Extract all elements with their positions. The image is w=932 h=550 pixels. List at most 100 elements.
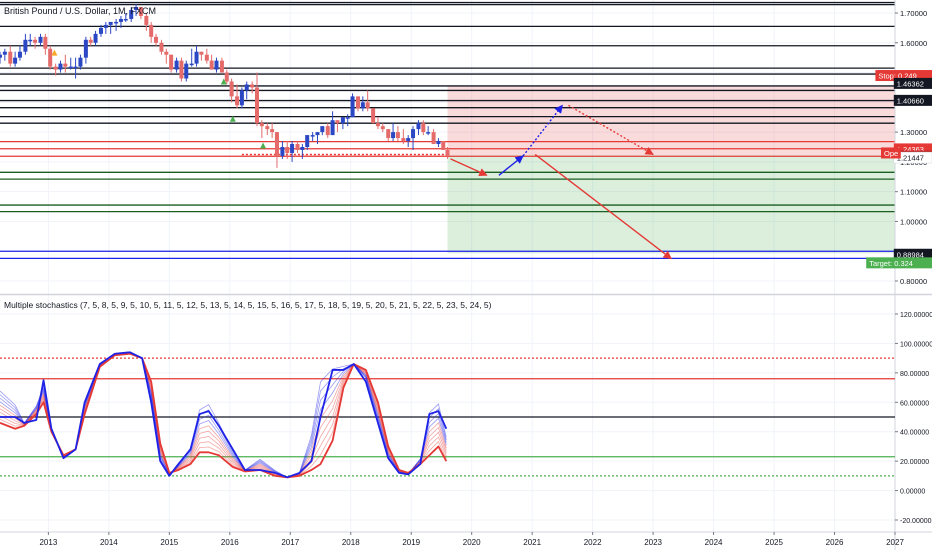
candle-body xyxy=(53,66,58,70)
candle xyxy=(214,57,219,73)
candle-body xyxy=(345,117,350,119)
time-tick-label: 2027 xyxy=(886,538,904,547)
candle-body xyxy=(48,48,53,67)
candle-body xyxy=(340,117,345,124)
candle xyxy=(114,18,119,31)
candle xyxy=(274,132,279,168)
time-tick-label: 2018 xyxy=(342,538,360,547)
candle-body xyxy=(320,126,325,133)
candle-body xyxy=(426,132,431,134)
candle xyxy=(13,51,18,67)
candle-body xyxy=(73,66,78,69)
candle-body xyxy=(108,21,113,25)
signal-marker xyxy=(51,49,58,56)
candle-body xyxy=(8,51,13,64)
indicator-tick-label: 0.00000 xyxy=(900,489,925,496)
candle xyxy=(224,69,229,85)
candle xyxy=(129,7,134,22)
candle xyxy=(83,36,88,64)
price-label-text: 1.21447 xyxy=(897,154,924,163)
candle-body xyxy=(305,135,310,147)
candle-body xyxy=(259,123,264,127)
candle xyxy=(108,21,113,34)
candle-body xyxy=(214,60,219,70)
candle xyxy=(43,33,48,55)
candle-body xyxy=(83,39,88,58)
time-tick-label: 2014 xyxy=(100,538,118,547)
candle xyxy=(280,141,285,159)
candle-body xyxy=(411,129,416,139)
price-label: Ope xyxy=(881,147,901,159)
candle-body xyxy=(441,141,446,150)
candle-body xyxy=(371,108,376,124)
candle-body xyxy=(406,138,411,142)
candle-body xyxy=(239,90,244,106)
candle xyxy=(154,33,159,46)
time-tick-label: 2020 xyxy=(463,538,481,547)
candle xyxy=(375,117,380,130)
candle xyxy=(235,84,240,109)
indicator-tick-label: 120.00000 xyxy=(900,312,932,319)
indicator-tick-label: 60.00000 xyxy=(900,400,929,407)
price-label-box xyxy=(881,147,901,159)
candle xyxy=(174,57,179,73)
projection-arrow xyxy=(450,158,488,177)
candle xyxy=(350,93,355,118)
candle-body xyxy=(219,60,224,73)
candle xyxy=(380,123,385,133)
candle-body xyxy=(375,123,380,127)
candle xyxy=(421,120,426,136)
candle xyxy=(270,123,275,139)
candle-body xyxy=(144,15,149,25)
candle xyxy=(68,57,73,70)
candle xyxy=(28,33,33,46)
candle xyxy=(179,57,184,82)
candle xyxy=(149,21,154,43)
candle-body xyxy=(129,10,134,19)
price-label-text: 0.88984 xyxy=(897,250,924,259)
candle xyxy=(445,147,450,159)
candle-body xyxy=(98,27,103,34)
candle xyxy=(255,72,260,127)
candle-body xyxy=(310,135,315,137)
target-zone xyxy=(447,155,895,254)
price-label: 0.88984 xyxy=(893,248,932,260)
price-label: Stop: 0.249 xyxy=(875,70,932,82)
candle-body xyxy=(68,66,73,69)
candle xyxy=(138,7,143,19)
price-label-box xyxy=(893,77,932,89)
candle xyxy=(259,120,264,139)
stochastic-fast-line xyxy=(0,351,448,479)
candle xyxy=(436,138,441,147)
candle xyxy=(63,54,68,73)
candle-body xyxy=(43,36,48,49)
candle xyxy=(93,30,98,46)
price-tick-label: 1.60000 xyxy=(900,39,927,48)
price-label: 1.46362 xyxy=(893,77,932,89)
candle xyxy=(23,33,28,55)
candle xyxy=(406,135,411,147)
candle xyxy=(310,132,315,142)
candle xyxy=(33,36,38,49)
candles xyxy=(0,4,450,168)
grid xyxy=(0,0,896,532)
candle xyxy=(123,13,128,22)
candle-body xyxy=(300,147,305,150)
candle xyxy=(345,114,350,127)
candle-body xyxy=(149,24,154,37)
price-label: 1.40660 xyxy=(893,94,932,106)
candle-body xyxy=(350,96,355,118)
time-tick-label: 2015 xyxy=(160,538,178,547)
candle xyxy=(356,96,360,112)
indicator-title: Multiple stochastics (7, 5, 8, 5, 9, 5, … xyxy=(4,300,492,310)
candle xyxy=(300,144,305,159)
candle-body xyxy=(335,120,340,124)
candle-body xyxy=(209,60,214,70)
candle xyxy=(17,45,22,61)
stop-zone xyxy=(447,85,895,156)
candle-body xyxy=(159,42,164,52)
indicator-tick-label: 80.00000 xyxy=(900,371,929,378)
candle-body xyxy=(123,18,128,21)
